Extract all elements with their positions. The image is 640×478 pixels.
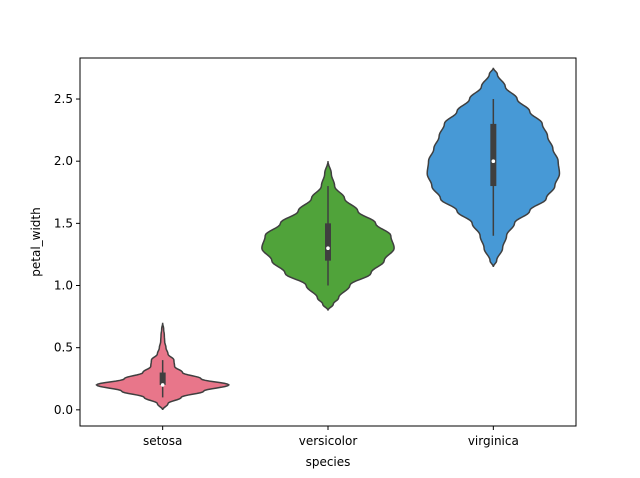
y-axis: 0.0 0.5 1.0 1.5 2.0 2.5 [54,92,80,417]
median-marker-setosa [160,383,165,387]
iqr-box-virginica [490,123,497,187]
x-tick-label-virginica: virginica [468,434,519,448]
y-tick-label: 0.0 [54,403,73,417]
x-axis: setosa versicolor virginica [143,426,519,448]
y-tick-label: 1.0 [54,279,73,293]
y-axis-label: petal_width [29,207,43,276]
x-axis-label: species [306,455,351,469]
iqr-box-versicolor [325,223,331,261]
y-tick-label: 0.5 [54,341,73,355]
y-tick-label: 1.5 [54,216,73,230]
median-marker-versicolor [326,246,330,251]
box-layer [159,99,497,398]
median-marker-virginica [491,159,496,163]
y-tick-label: 2.0 [54,154,73,168]
y-tick-label: 2.5 [54,92,73,106]
x-tick-label-setosa: setosa [143,434,182,448]
iqr-box-setosa [159,372,166,385]
x-tick-label-versicolor: versicolor [299,434,358,448]
